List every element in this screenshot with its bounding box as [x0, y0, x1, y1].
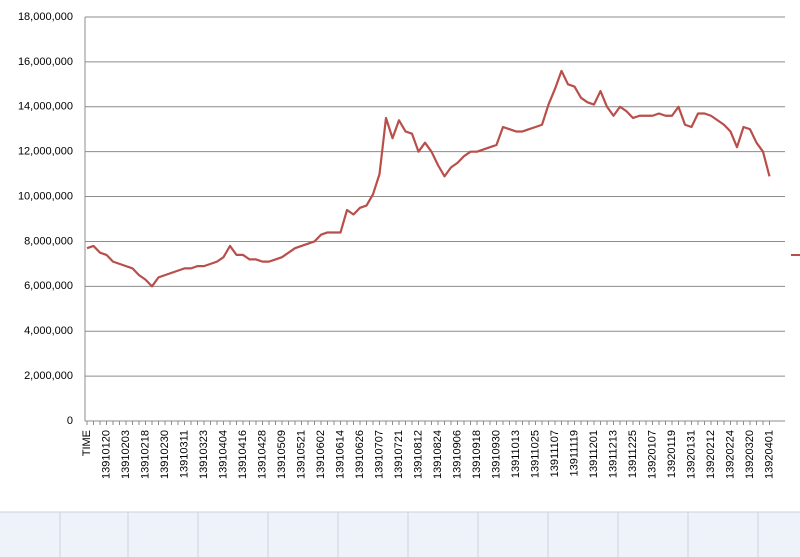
x-tick-label: 13910626 — [354, 430, 366, 479]
y-tick-label: 4,000,000 — [24, 325, 73, 337]
y-tick-label: 0 — [67, 415, 73, 427]
x-tick-label: 13910203 — [120, 430, 132, 479]
x-tick-label: 13910120 — [100, 430, 112, 479]
x-tick-label: 13910707 — [373, 430, 385, 479]
x-tick-label: 13920131 — [685, 430, 697, 479]
x-tick-label: 13910521 — [295, 430, 307, 479]
x-tick-label: 13920320 — [744, 430, 756, 479]
x-tick-label: 13911025 — [529, 430, 541, 478]
y-tick-label: 14,000,000 — [18, 101, 73, 113]
x-tick-label: 13910906 — [451, 430, 463, 479]
x-tick-label: 13911201 — [588, 430, 600, 478]
x-tick-label: 13911119 — [568, 430, 580, 477]
x-tick-label: 13920224 — [724, 430, 736, 479]
x-tick-label: 13920107 — [646, 430, 658, 479]
x-tick-label: 13911013 — [510, 430, 522, 478]
y-tick-label: 18,000,000 — [18, 11, 73, 23]
data-line — [86, 69, 771, 288]
sheet-columns — [59, 512, 759, 557]
x-tick-label: 13910918 — [471, 430, 483, 479]
x-tick-label: 13920212 — [705, 430, 717, 479]
y-tick-label: 16,000,000 — [18, 56, 73, 68]
x-tick-label: 13910311 — [178, 430, 190, 478]
x-tick-label: 13910812 — [412, 430, 424, 479]
y-tick-label: 12,000,000 — [18, 146, 73, 158]
x-tick-label: 13910416 — [237, 430, 249, 479]
x-tick-label: 13920119 — [666, 430, 678, 478]
y-tick-label: 6,000,000 — [24, 280, 73, 292]
x-tick-label: 13920401 — [763, 430, 775, 479]
x-tick-label: 13910323 — [198, 430, 210, 479]
y-tick-label: 8,000,000 — [24, 235, 73, 247]
x-tick-label: 13910930 — [490, 430, 502, 479]
x-tick-label: 13910824 — [432, 430, 444, 479]
x-tick-label: 13910230 — [159, 430, 171, 479]
x-tick-label: 13911225 — [627, 430, 639, 478]
y-tick-label: 10,000,000 — [18, 190, 73, 202]
x-tick-label: 13910509 — [276, 430, 288, 479]
x-tick-label: 13910428 — [256, 430, 268, 479]
y-tick-label: 2,000,000 — [24, 370, 73, 382]
x-tick-label: 13910602 — [315, 430, 327, 479]
x-tick-label: 13911107 — [549, 430, 561, 477]
sheet-strip — [0, 512, 800, 557]
x-tick-label: 13910404 — [217, 430, 229, 479]
x-tick-label: 13911213 — [607, 430, 619, 478]
x-tick-label: 13910614 — [334, 430, 346, 479]
x-tick-label: TIME — [81, 430, 93, 456]
x-tick-label: 13910721 — [393, 430, 405, 479]
x-tick-label: 13910218 — [139, 430, 151, 479]
